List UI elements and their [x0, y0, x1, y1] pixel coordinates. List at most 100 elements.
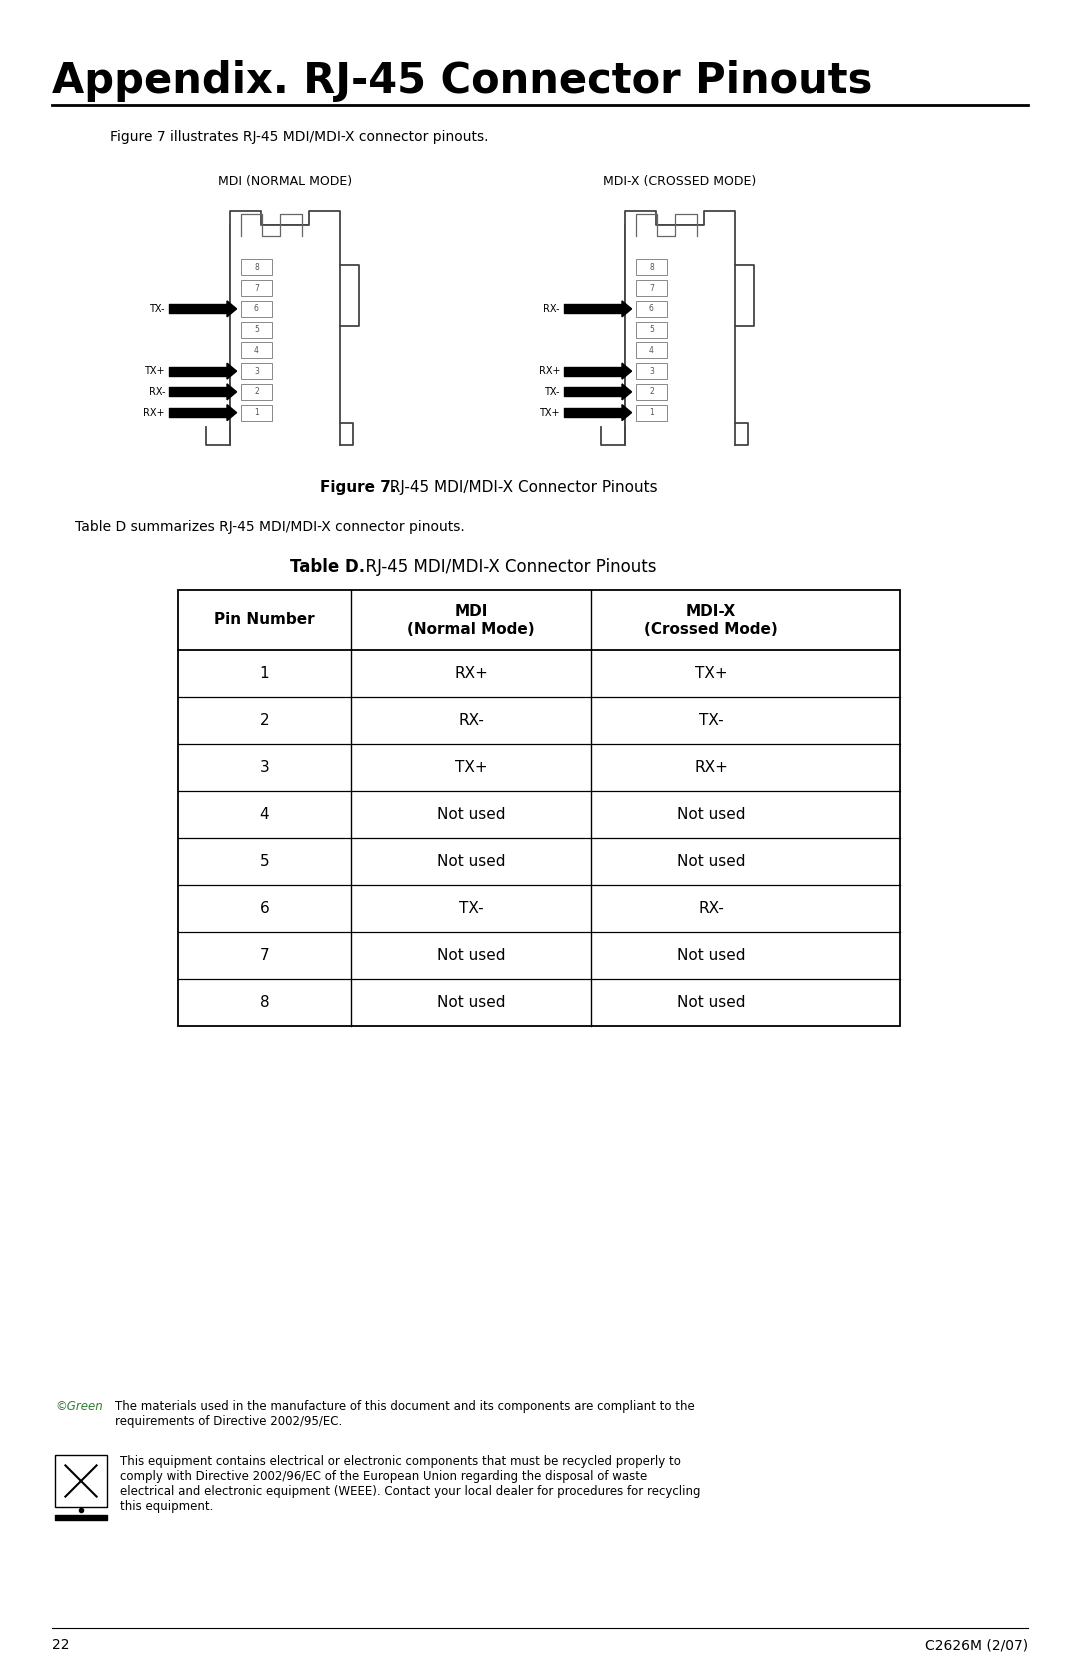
Bar	[241, 406, 272, 421]
Text: RX+: RX+	[539, 366, 561, 376]
Text: 1: 1	[259, 666, 269, 681]
Text: RX-: RX-	[698, 901, 724, 916]
Polygon shape	[227, 384, 237, 401]
Bar	[178, 591, 900, 1026]
Bar	[241, 300, 272, 317]
Text: 6: 6	[259, 901, 269, 916]
Text: 4: 4	[259, 808, 269, 823]
Bar	[55, 1455, 107, 1507]
Polygon shape	[227, 300, 237, 317]
Text: Appendix. RJ-45 Connector Pinouts: Appendix. RJ-45 Connector Pinouts	[52, 60, 873, 102]
Text: TX+: TX+	[145, 366, 165, 376]
Polygon shape	[206, 427, 230, 446]
Text: Not used: Not used	[436, 808, 505, 823]
Text: (Crossed Mode): (Crossed Mode)	[644, 621, 778, 636]
Bar	[230, 225, 340, 446]
Text: Table D summarizes RJ-45 MDI/MDI-X connector pinouts.: Table D summarizes RJ-45 MDI/MDI-X conne…	[75, 521, 464, 534]
Text: Not used: Not used	[436, 948, 505, 963]
Text: 3: 3	[254, 367, 259, 376]
Text: 4: 4	[649, 345, 653, 355]
Bar	[636, 342, 666, 359]
Bar	[636, 406, 666, 421]
Text: 3: 3	[649, 367, 653, 376]
Text: Not used: Not used	[436, 995, 505, 1010]
Text: TX+: TX+	[694, 666, 727, 681]
Polygon shape	[622, 300, 632, 317]
Text: 8: 8	[649, 264, 653, 272]
Text: Table D.: Table D.	[291, 557, 365, 576]
Text: TX+: TX+	[455, 759, 487, 774]
Text: 2: 2	[649, 387, 653, 396]
Text: ©Green: ©Green	[55, 1400, 103, 1414]
Bar	[241, 280, 272, 295]
Bar	[241, 364, 272, 379]
Text: Pin Number: Pin Number	[214, 613, 314, 628]
Polygon shape	[230, 210, 340, 446]
Polygon shape	[622, 364, 632, 379]
Polygon shape	[622, 384, 632, 401]
Text: Not used: Not used	[677, 808, 745, 823]
Text: Not used: Not used	[677, 948, 745, 963]
Text: RJ-45 MDI/MDI-X Connector Pinouts: RJ-45 MDI/MDI-X Connector Pinouts	[355, 557, 657, 576]
Text: Not used: Not used	[436, 855, 505, 870]
Text: 5: 5	[649, 325, 653, 334]
Text: 1: 1	[649, 409, 653, 417]
Text: MDI-X (CROSSED MODE): MDI-X (CROSSED MODE)	[604, 175, 757, 189]
Bar	[241, 259, 272, 275]
Polygon shape	[227, 404, 237, 421]
Text: 7: 7	[649, 284, 653, 292]
Text: Figure 7.: Figure 7.	[320, 481, 396, 496]
Polygon shape	[600, 427, 625, 446]
Bar	[625, 225, 735, 446]
Text: TX-: TX-	[459, 901, 484, 916]
Bar	[241, 342, 272, 359]
Bar	[636, 384, 666, 401]
Text: Not used: Not used	[677, 995, 745, 1010]
Bar	[636, 364, 666, 379]
Text: 8: 8	[254, 264, 259, 272]
Text: 4: 4	[254, 345, 259, 355]
Text: 6: 6	[649, 304, 653, 314]
Text: MDI: MDI	[455, 604, 488, 619]
Polygon shape	[227, 364, 237, 379]
Text: C2626M (2/07): C2626M (2/07)	[924, 1637, 1028, 1652]
Bar	[241, 384, 272, 401]
Polygon shape	[340, 422, 353, 446]
Text: 2: 2	[259, 713, 269, 728]
Text: RX+: RX+	[454, 666, 488, 681]
Text: 22: 22	[52, 1637, 69, 1652]
Text: 7: 7	[254, 284, 259, 292]
Bar	[636, 280, 666, 295]
Text: 3: 3	[259, 759, 269, 774]
Text: 7: 7	[259, 948, 269, 963]
Text: The materials used in the manufacture of this document and its components are co: The materials used in the manufacture of…	[114, 1400, 694, 1429]
Polygon shape	[340, 265, 359, 325]
Bar	[636, 259, 666, 275]
Bar	[636, 322, 666, 337]
Text: Not used: Not used	[677, 855, 745, 870]
Text: 8: 8	[259, 995, 269, 1010]
Polygon shape	[735, 422, 748, 446]
Text: TX-: TX-	[149, 304, 165, 314]
Polygon shape	[735, 265, 754, 325]
Text: 6: 6	[254, 304, 259, 314]
Text: RX-: RX-	[543, 304, 561, 314]
Text: RX-: RX-	[149, 387, 165, 397]
Text: Figure 7 illustrates RJ-45 MDI/MDI-X connector pinouts.: Figure 7 illustrates RJ-45 MDI/MDI-X con…	[110, 130, 488, 144]
Text: TX-: TX-	[544, 387, 561, 397]
Text: 2: 2	[254, 387, 259, 396]
Text: 5: 5	[259, 855, 269, 870]
Bar	[636, 300, 666, 317]
Text: RX+: RX+	[694, 759, 728, 774]
Text: (Normal Mode): (Normal Mode)	[407, 621, 535, 636]
Bar	[241, 322, 272, 337]
Text: 1: 1	[254, 409, 259, 417]
Text: RJ-45 MDI/MDI-X Connector Pinouts: RJ-45 MDI/MDI-X Connector Pinouts	[380, 481, 658, 496]
Text: 5: 5	[254, 325, 259, 334]
Text: This equipment contains electrical or electronic components that must be recycle: This equipment contains electrical or el…	[120, 1455, 701, 1514]
Text: MDI-X: MDI-X	[686, 604, 737, 619]
Text: RX+: RX+	[144, 407, 165, 417]
Text: RX-: RX-	[458, 713, 484, 728]
Polygon shape	[622, 404, 632, 421]
Text: MDI (NORMAL MODE): MDI (NORMAL MODE)	[218, 175, 352, 189]
